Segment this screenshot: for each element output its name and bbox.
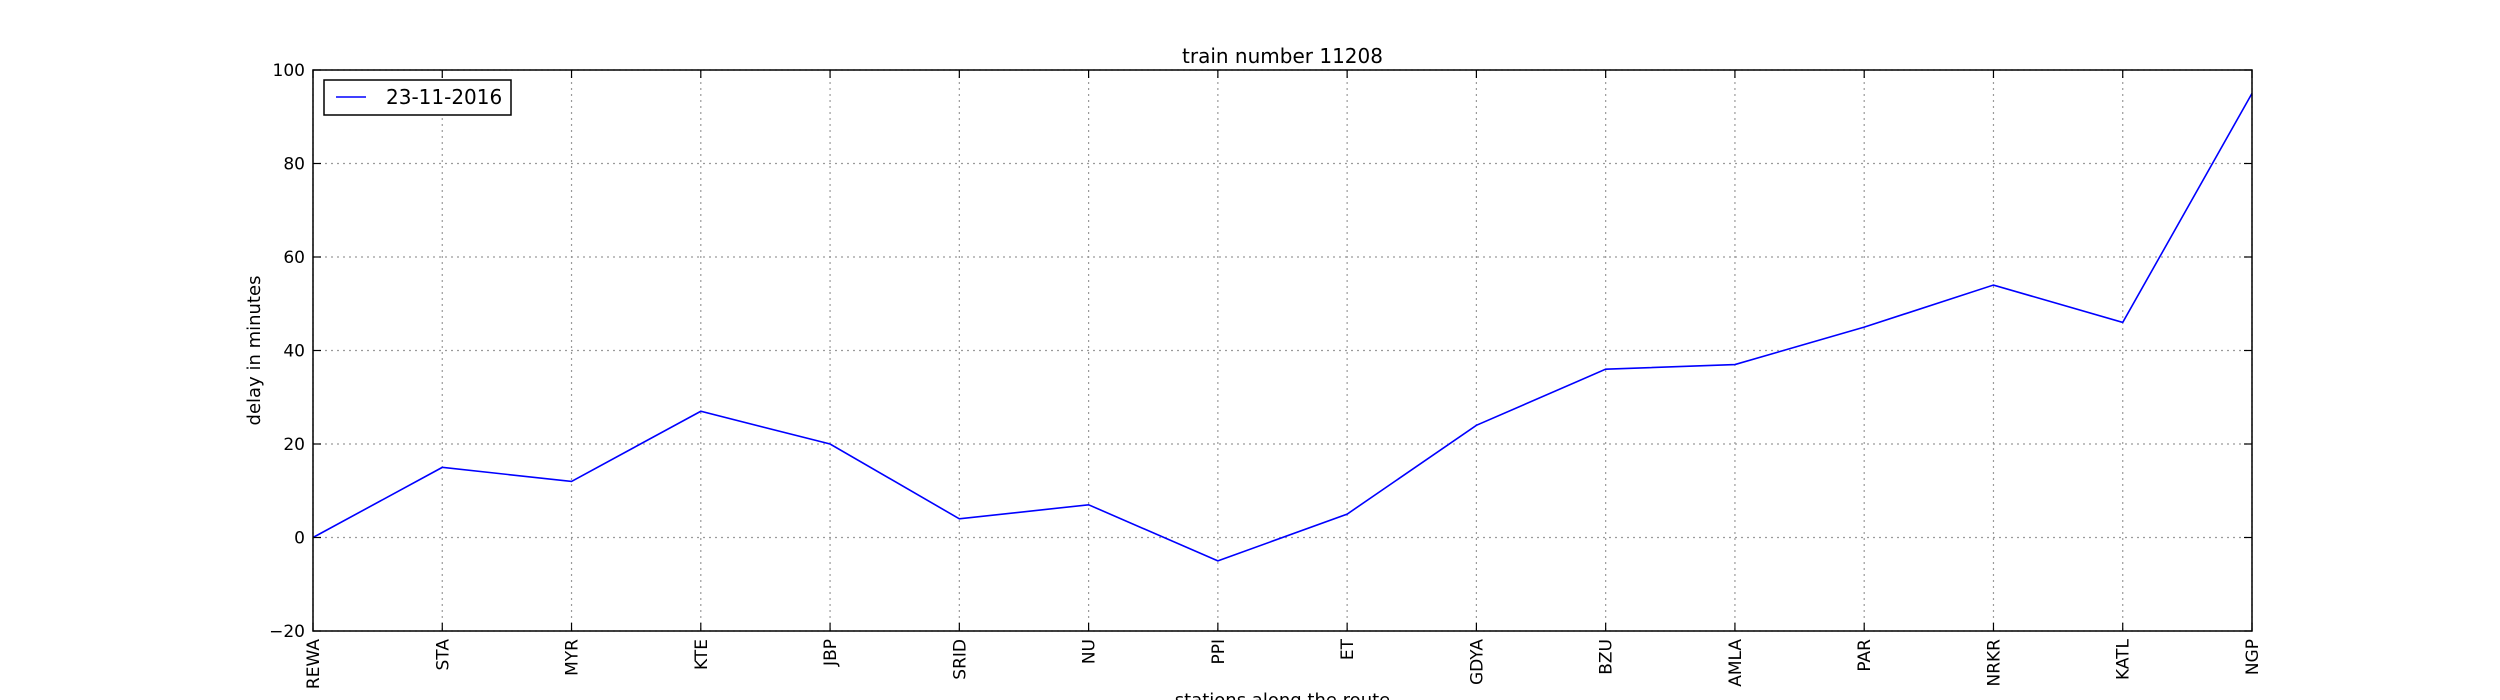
x-axis-ticks: REWA STA MYR KTE JBP SRID NU PPI ET GDYA BZU AMLA PA… bbox=[304, 70, 2263, 689]
y-tick-label: 0 bbox=[294, 529, 305, 549]
x-tick-label: KATL bbox=[2114, 638, 2134, 680]
x-tick-label: SRID bbox=[950, 639, 970, 680]
x-tick-label: GDYA bbox=[1467, 639, 1487, 685]
x-tick-label: PAR bbox=[1855, 639, 1875, 672]
series-layer bbox=[312, 92, 2253, 562]
y-axis-label: delay in minutes bbox=[244, 276, 265, 426]
x-axis-label: stations along the route bbox=[1175, 690, 1390, 700]
x-tick-label: NGP bbox=[2243, 639, 2263, 675]
x-tick-label: BZU bbox=[1597, 639, 1617, 675]
grid-lines bbox=[312, 69, 2253, 632]
y-tick-label: −20 bbox=[269, 622, 305, 642]
y-tick-label: 80 bbox=[283, 155, 305, 175]
y-tick-label: 20 bbox=[283, 435, 305, 455]
x-tick-label: MYR bbox=[563, 639, 583, 676]
x-tick-label: REWA bbox=[304, 639, 324, 689]
x-tick-label: NRKR bbox=[1984, 639, 2004, 687]
x-tick-label: ET bbox=[1338, 638, 1358, 660]
chart-title: train number 11208 bbox=[1182, 44, 1383, 68]
y-tick-label: 60 bbox=[283, 248, 305, 268]
legend-entry-label: 23-11-2016 bbox=[386, 85, 502, 109]
x-tick-label: KTE bbox=[692, 639, 712, 670]
plot-area-frame bbox=[312, 69, 2253, 632]
legend: 23-11-2016 bbox=[323, 79, 512, 116]
series-line bbox=[312, 92, 2253, 562]
y-tick-label: 100 bbox=[273, 61, 305, 81]
x-tick-label: NU bbox=[1080, 639, 1100, 664]
y-axis-ticks: −20 0 20 40 60 80 100 bbox=[269, 61, 2252, 642]
x-tick-label: STA bbox=[433, 639, 453, 671]
x-tick-label: PPI bbox=[1209, 639, 1229, 665]
legend-box bbox=[323, 79, 512, 116]
x-tick-label: AMLA bbox=[1726, 639, 1746, 687]
x-tick-label: JBP bbox=[821, 639, 841, 667]
y-tick-label: 40 bbox=[283, 342, 305, 362]
